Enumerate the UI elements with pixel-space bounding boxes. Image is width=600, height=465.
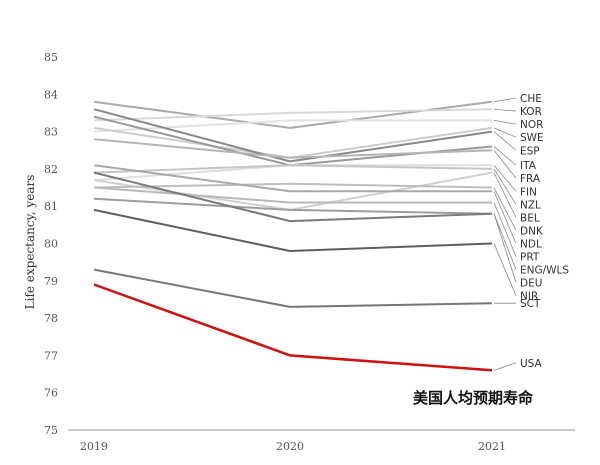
series-line-sct: [93, 268, 493, 308]
series-line-engwls: [93, 197, 493, 215]
series-line-nzl: [93, 164, 493, 174]
y-tick-label: 80: [44, 238, 58, 251]
leader-line: [493, 362, 517, 371]
x-tick-label: 2020: [276, 440, 304, 453]
leader-line: [493, 146, 517, 166]
series-line-ndl: [93, 164, 492, 193]
leader-line: [493, 108, 517, 112]
y-tick-label: 79: [44, 275, 58, 288]
series-label-fra: FRA: [520, 173, 541, 185]
leader-line: [493, 127, 517, 138]
leader-line: [493, 213, 517, 270]
series-line-prt: [93, 186, 492, 204]
leader-line: [493, 243, 517, 296]
series-label-engwls: ENG/WLS: [520, 265, 569, 277]
series-line-deu: [93, 171, 493, 223]
leader-line: [493, 168, 517, 205]
series-label-ndl: NDL: [520, 239, 542, 251]
y-tick-label: 81: [44, 200, 58, 213]
leader-line: [493, 97, 517, 103]
leader-line: [493, 131, 517, 151]
series-label-usa: USA: [520, 358, 543, 370]
series-line-fra: [93, 138, 493, 159]
y-tick-label: 84: [44, 88, 58, 101]
series-label-deu: DEU: [520, 278, 542, 290]
series-label-dnk: DNK: [520, 225, 544, 237]
leader-line: [493, 150, 517, 179]
series-line-usa: [93, 283, 493, 372]
series-label-swe: SWE: [520, 132, 544, 144]
y-tick-label: 82: [44, 163, 58, 176]
y-axis-label: Life expectancy, years: [23, 175, 37, 310]
series-label-ita: ITA: [520, 160, 537, 172]
series-label-bel: BEL: [520, 212, 540, 224]
x-tick-label: 2021: [478, 440, 506, 453]
leader-line: [493, 120, 517, 125]
y-tick-label: 78: [44, 312, 58, 325]
series-label-nzl: NZL: [520, 199, 541, 211]
series-lines: [93, 100, 493, 372]
y-tick-label: 83: [44, 126, 58, 139]
series-line-nir: [93, 208, 493, 252]
series-label-prt: PRT: [520, 252, 540, 264]
leader-line: [493, 172, 517, 218]
series-label-kor: KOR: [520, 106, 542, 118]
series-line-nor: [93, 119, 492, 133]
y-tick-label: 76: [44, 387, 58, 400]
leader-line: [493, 187, 517, 231]
y-tick-labels: 75 76 77 78 79 80 81 82 83 84 85: [44, 51, 58, 437]
series-label-fin: FIN: [520, 186, 537, 198]
series-label-esp: ESP: [520, 145, 540, 157]
leader-line: [493, 213, 517, 283]
series-line-che: [93, 100, 493, 129]
series-label-nir: NIR: [520, 291, 538, 303]
leader-line: [493, 202, 517, 257]
series-line-dnk: [93, 182, 493, 189]
annotation-usa-life-expectancy: 美国人均预期寿命: [413, 389, 534, 407]
series-label-nor: NOR: [520, 119, 543, 131]
series-label-sct: SCT: [520, 298, 541, 310]
x-tick-labels: 2019 2020 2021: [80, 440, 506, 453]
x-tick-label: 2019: [80, 440, 108, 453]
leader-line: [493, 164, 517, 192]
series-label-che: CHE: [520, 93, 542, 105]
leader-line: [493, 191, 517, 244]
series-line-esp: [93, 108, 493, 163]
y-tick-label: 85: [44, 51, 58, 64]
series-line-kor: [93, 108, 493, 122]
y-tick-label: 77: [44, 349, 58, 362]
y-tick-label: 75: [44, 424, 58, 437]
